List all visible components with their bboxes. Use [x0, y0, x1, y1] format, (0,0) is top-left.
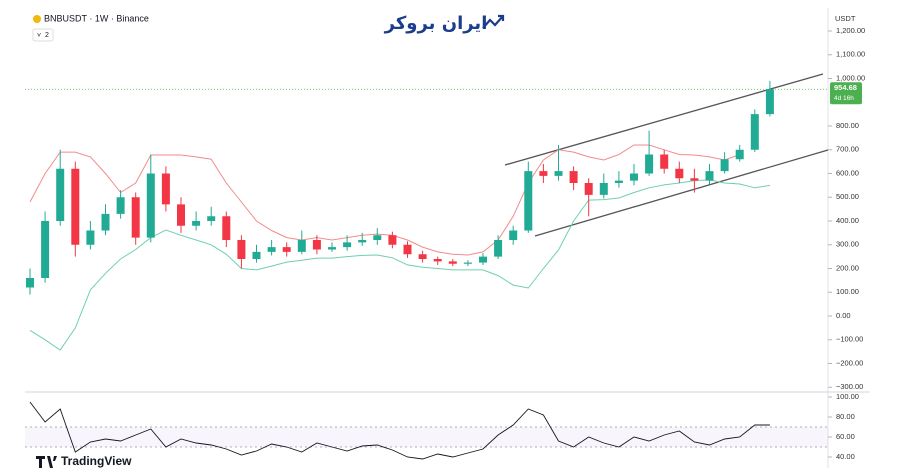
candle-body: [403, 244, 412, 255]
candle-body: [131, 197, 140, 238]
candle-body: [765, 89, 774, 115]
y-tick-label: 400.00: [836, 216, 859, 225]
candle-body: [720, 159, 729, 172]
candle-body: [71, 168, 80, 245]
currency-label: USDT: [835, 14, 856, 23]
footer-brand: TradingView: [36, 454, 132, 468]
y-tick-label: 1,200.00: [836, 26, 865, 35]
candle-body: [735, 149, 744, 160]
candle-body: [479, 256, 487, 263]
candle-body: [146, 173, 155, 238]
candle-body: [660, 154, 669, 169]
indicator-count: 2: [45, 32, 49, 39]
candle-body: [509, 230, 518, 240]
y-tick-label: 100.00: [836, 392, 859, 401]
candle-body: [86, 230, 95, 245]
broker-logo-icon: [482, 14, 505, 29]
y-tick-label: 800.00: [836, 121, 859, 130]
brand-name: TradingView: [61, 454, 132, 468]
y-tick-label: 0.00: [836, 311, 851, 320]
symbol-title: BNBUSDT · 1W · Binance: [44, 13, 149, 23]
y-tick-label: 100.00: [836, 287, 859, 296]
brand-icon: [36, 456, 57, 468]
candle-body: [343, 242, 352, 248]
y-tick-label: 500.00: [836, 192, 859, 201]
y-tick-label: 300.00: [836, 240, 859, 249]
candle-body: [630, 173, 638, 181]
candle-body: [161, 173, 170, 205]
candle-body: [388, 235, 397, 245]
candle-body: [312, 240, 321, 250]
candle-body: [373, 235, 382, 240]
candle-body: [599, 183, 608, 195]
candle-body: [494, 240, 503, 257]
y-tick-label: 80.00: [836, 412, 855, 421]
candle-body: [41, 221, 50, 278]
candle-body: [705, 171, 714, 181]
candle-body: [56, 168, 65, 221]
broker-logo: ایران بروکر: [384, 13, 488, 34]
candle-body: [237, 240, 246, 259]
y-tick-label: 1,000.00: [836, 73, 865, 82]
last-price-label: 954.68: [834, 83, 857, 92]
y-tick-label: 40.00: [836, 452, 855, 461]
candle-body: [569, 171, 578, 183]
y-tick-label: −200.00: [836, 358, 863, 367]
candle-body: [614, 180, 623, 183]
channel-lower: [534, 149, 829, 237]
candle-body: [116, 197, 125, 214]
y-tick-label: 700.00: [836, 145, 859, 154]
candle-body: [554, 171, 563, 176]
symbol-icon: [33, 15, 41, 23]
candle-body: [252, 251, 261, 259]
candle-body: [539, 171, 548, 176]
indicator-chevron: ˅: [37, 32, 41, 39]
y-tick-label: 60.00: [836, 432, 855, 441]
candle-body: [418, 254, 427, 259]
y-tick-label: 1,100.00: [836, 50, 865, 59]
y-tick-label: −100.00: [836, 335, 863, 344]
candle-body: [328, 247, 336, 250]
level-band: [25, 427, 828, 447]
candle-body: [192, 221, 201, 226]
candle-body: [584, 183, 593, 195]
candle-body: [448, 261, 457, 264]
candle-body: [26, 278, 34, 288]
candle-body: [463, 262, 472, 264]
y-tick-label: −300.00: [836, 382, 863, 391]
candle-body: [101, 213, 110, 231]
rsi-line: [29, 401, 770, 460]
candle-body: [358, 240, 367, 243]
candle-body: [524, 171, 533, 231]
candle-body: [433, 259, 442, 262]
last-price-box: [830, 82, 862, 105]
candle-body: [207, 216, 216, 221]
candle-body: [690, 178, 699, 181]
candle-body: [675, 168, 684, 179]
candle-body: [177, 204, 185, 226]
candle-body: [282, 247, 291, 252]
currency-box: [830, 11, 870, 25]
candle-body: [297, 240, 306, 252]
candle-body: [750, 114, 759, 150]
candle-body: [267, 247, 276, 252]
y-tick-label: 600.00: [836, 168, 859, 177]
indicator-toggle[interactable]: [32, 28, 54, 42]
candle-body: [222, 216, 231, 240]
countdown-label: 4d 16h: [834, 95, 854, 102]
candle-body: [645, 154, 654, 174]
band-line: [29, 144, 740, 256]
y-tick-label: 200.00: [836, 263, 859, 272]
